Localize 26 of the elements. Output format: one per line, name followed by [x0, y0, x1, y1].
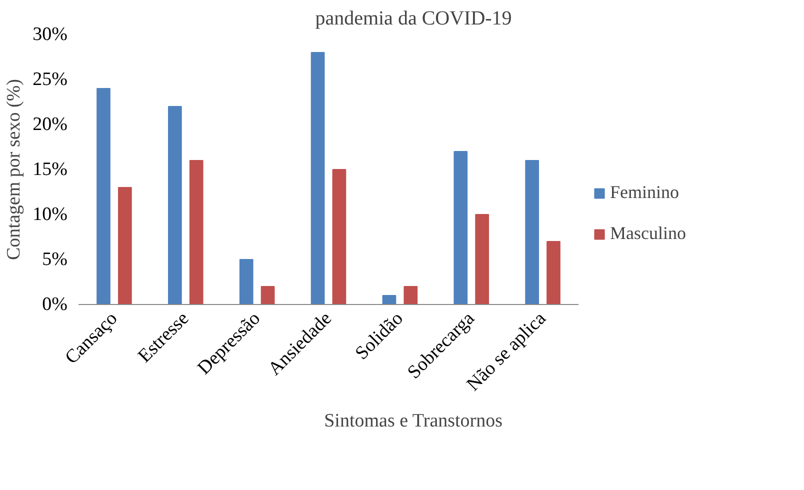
bar [525, 160, 539, 304]
y-tick-label: 30% [32, 24, 68, 45]
y-tick-label: 10% [32, 204, 68, 225]
y-tick-label: 25% [32, 69, 68, 90]
bar [96, 88, 110, 304]
chart-title: pandemia da COVID-19 [315, 8, 512, 30]
bar [239, 259, 254, 304]
y-tick-label: 0% [42, 294, 68, 315]
bar [168, 106, 182, 304]
bar [260, 286, 275, 304]
bar [546, 241, 560, 304]
bar [382, 295, 396, 304]
bar [475, 214, 489, 304]
x-axis-title: Sintomas e Transtornos [324, 410, 503, 432]
bar [454, 151, 468, 304]
legend-label: Masculino [610, 223, 686, 244]
legend-label: Feminino [610, 182, 680, 203]
bar [332, 169, 346, 304]
bar [118, 187, 132, 304]
y-tick-label: 15% [32, 159, 68, 180]
y-tick-label: 20% [32, 114, 68, 135]
bar [310, 52, 325, 304]
bar [189, 160, 204, 304]
bar [404, 286, 418, 304]
y-tick-label: 5% [42, 249, 68, 270]
y-axis-title: Contagem por sexo (%) [4, 79, 25, 260]
